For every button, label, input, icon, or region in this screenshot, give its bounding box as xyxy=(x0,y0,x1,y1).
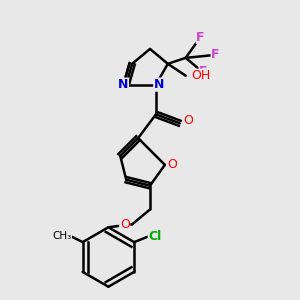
Text: F: F xyxy=(196,31,205,44)
Text: N: N xyxy=(154,78,164,91)
Text: Cl: Cl xyxy=(148,230,162,243)
Text: O: O xyxy=(184,114,194,127)
Text: F: F xyxy=(199,65,208,78)
Text: O: O xyxy=(120,218,130,231)
Text: F: F xyxy=(211,48,220,62)
Text: O: O xyxy=(167,158,177,171)
Text: N: N xyxy=(118,78,128,91)
Text: OH: OH xyxy=(192,69,211,82)
Text: CH₃: CH₃ xyxy=(52,231,71,241)
